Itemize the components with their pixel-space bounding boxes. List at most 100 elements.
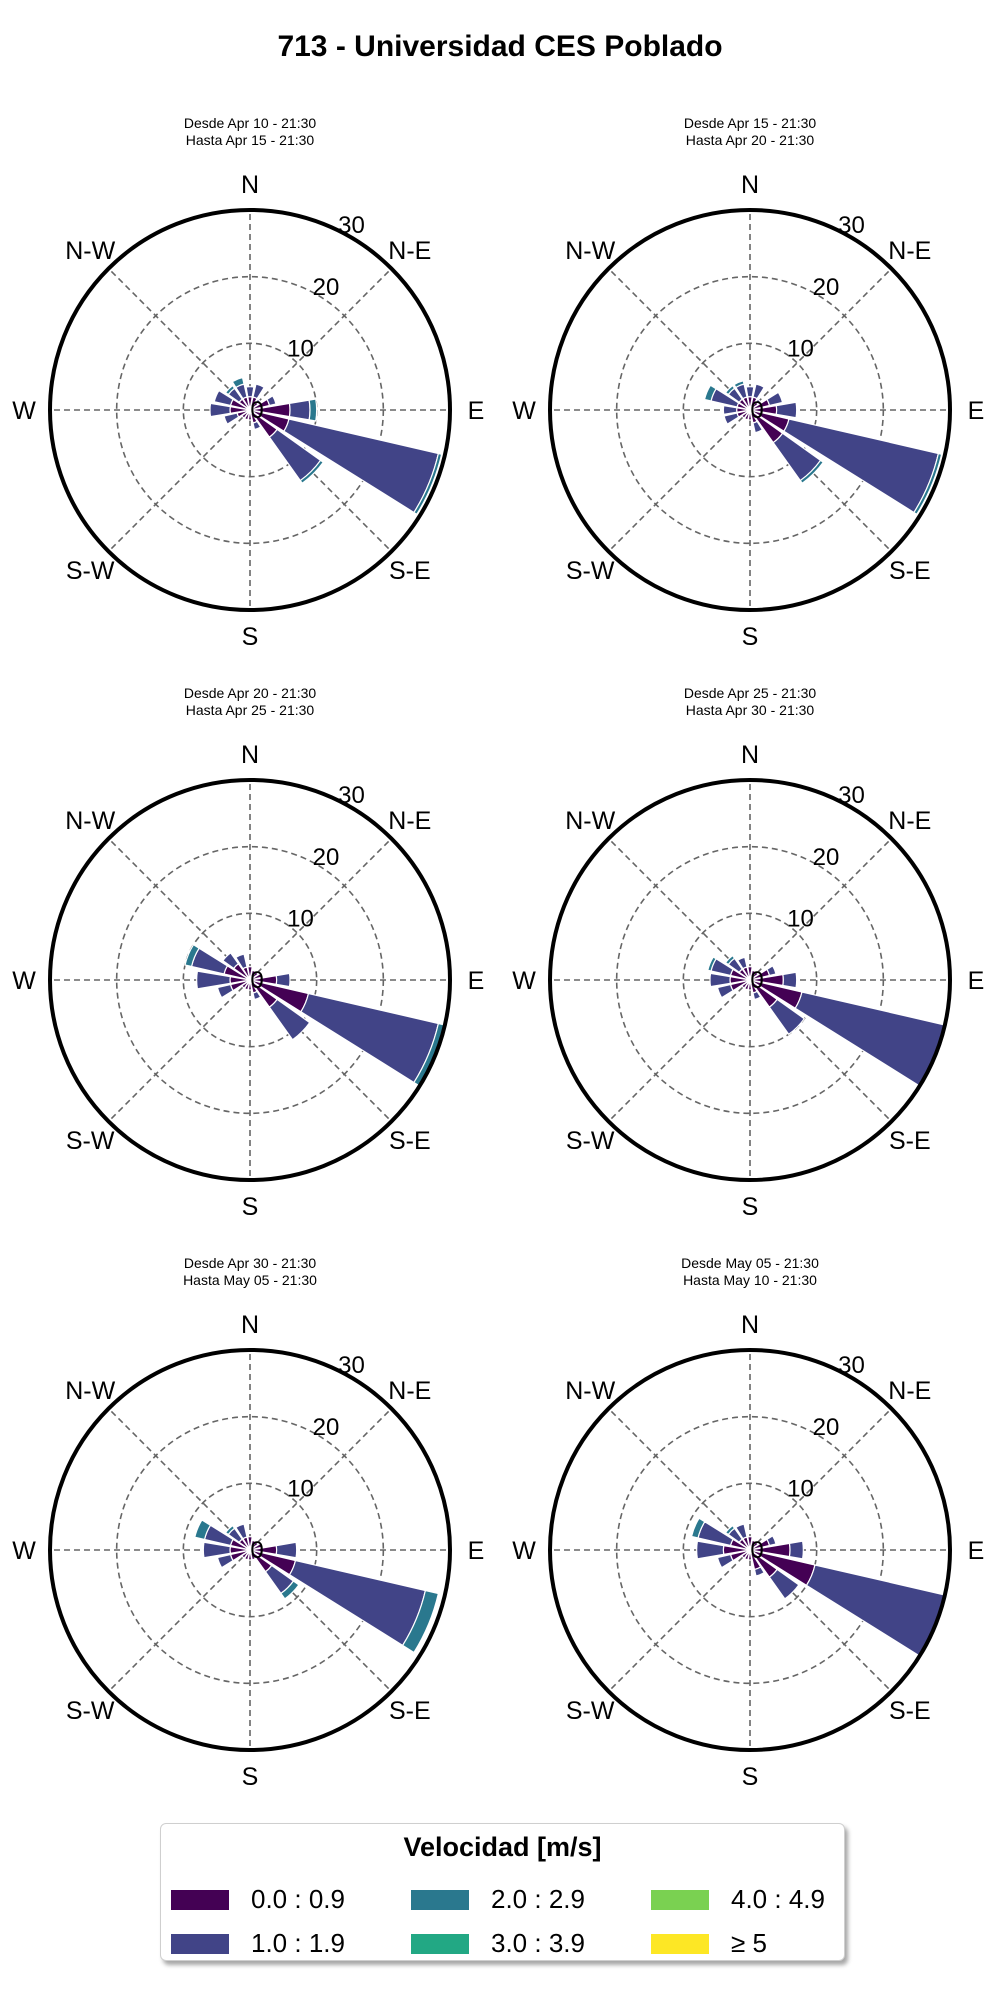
grid-spoke bbox=[249, 1408, 392, 1551]
rose-bar-segment bbox=[741, 409, 751, 419]
grid-spoke bbox=[608, 268, 751, 411]
rose-bar-segment bbox=[213, 389, 234, 407]
direction-label: S bbox=[242, 1193, 259, 1221]
rose-bar-segment bbox=[247, 979, 253, 991]
direction-label: E bbox=[468, 1537, 485, 1565]
rose-bar-segment bbox=[805, 1564, 946, 1657]
rose-bar-segment bbox=[741, 979, 751, 989]
direction-label: N-E bbox=[388, 237, 431, 265]
rose-bar-segment bbox=[753, 1566, 765, 1577]
radial-tick-label: 20 bbox=[813, 1414, 840, 1441]
direction-label: N-W bbox=[565, 237, 615, 265]
rose-bar-segment bbox=[768, 1568, 800, 1600]
rose-bar-segment bbox=[747, 966, 753, 981]
windrose-subtitle-line2: Hasta May 10 - 21:30 bbox=[683, 1272, 817, 1288]
legend-item-5: ≥ 5 bbox=[651, 1928, 767, 1959]
radial-tick-label: 30 bbox=[838, 1352, 865, 1379]
grid-ring bbox=[682, 912, 818, 1048]
direction-label: S-E bbox=[389, 1697, 431, 1725]
rose-bar-segment bbox=[252, 420, 262, 431]
rose-bar-segment bbox=[245, 386, 255, 398]
rose-bar-segment bbox=[275, 972, 291, 988]
rose-bar-segment bbox=[216, 983, 234, 999]
rose-outer-circle bbox=[48, 1348, 452, 1752]
radial-tick-label: 30 bbox=[338, 1352, 365, 1379]
grid-spoke bbox=[608, 409, 751, 552]
rose-bar-segment bbox=[752, 383, 765, 400]
grid-spoke bbox=[249, 268, 392, 411]
radial-tick-label: 10 bbox=[787, 905, 814, 932]
direction-label: N-W bbox=[565, 1377, 615, 1405]
rose-bar-segment bbox=[716, 983, 734, 999]
windrose-subtitle-line2: Hasta Apr 30 - 21:30 bbox=[686, 702, 815, 718]
legend-swatch-4 bbox=[651, 1889, 709, 1910]
grid-spoke bbox=[749, 268, 892, 411]
legend-item-3: 3.0 : 3.9 bbox=[411, 1928, 585, 1959]
windrose-subtitle-line1: Desde May 05 - 21:30 bbox=[681, 1255, 819, 1271]
direction-label: N-E bbox=[888, 1377, 931, 1405]
rose-bar-segment bbox=[249, 1549, 257, 1561]
direction-label: N-W bbox=[565, 807, 615, 835]
rose-bar-segment bbox=[288, 1559, 427, 1647]
grid-spoke bbox=[249, 838, 392, 981]
rose-bar-segment bbox=[252, 990, 262, 1001]
rose-bar-segment bbox=[788, 1540, 804, 1560]
direction-label: N bbox=[741, 171, 759, 199]
rose-bar-segment bbox=[209, 402, 231, 418]
rose-bar-segment bbox=[766, 391, 784, 407]
radial-tick-label: 0 bbox=[750, 397, 763, 424]
legend-label-3: 3.0 : 3.9 bbox=[491, 1928, 585, 1958]
direction-label: S-E bbox=[889, 1127, 931, 1155]
radial-tick-label: 10 bbox=[287, 1475, 314, 1502]
direction-label: N bbox=[241, 171, 259, 199]
radial-tick-label: 0 bbox=[750, 1537, 763, 1564]
rose-bar-segment bbox=[194, 1519, 212, 1541]
rose-bar-segment bbox=[247, 1536, 253, 1551]
rose-bar-segment bbox=[766, 1535, 777, 1547]
rose-bar-segment bbox=[249, 1541, 259, 1551]
windrose-subtitle-line2: Hasta Apr 20 - 21:30 bbox=[686, 132, 815, 148]
direction-label: S-W bbox=[66, 1127, 115, 1155]
direction-label: N bbox=[741, 741, 759, 769]
legend: Velocidad [m/s] 0.0 : 0.9 1.0 : 1.9 2.0 … bbox=[160, 1823, 845, 1961]
radial-tick-label: 20 bbox=[813, 274, 840, 301]
direction-label: S-W bbox=[66, 1697, 115, 1725]
rose-bar-segment bbox=[266, 395, 277, 407]
direction-label: W bbox=[512, 1537, 536, 1565]
rose-outer-circle bbox=[548, 1348, 952, 1752]
direction-label: E bbox=[968, 397, 985, 425]
radial-tick-label: 20 bbox=[313, 274, 340, 301]
radial-tick-label: 0 bbox=[250, 967, 263, 994]
direction-label: N-E bbox=[888, 237, 931, 265]
rose-bar-segment bbox=[709, 972, 731, 988]
rose-bar-segment bbox=[752, 990, 762, 1001]
radial-tick-label: 10 bbox=[287, 335, 314, 362]
rose-bar-segment bbox=[775, 401, 798, 419]
rose-bar-segment bbox=[275, 1541, 298, 1559]
rose-bar-segment bbox=[768, 998, 806, 1036]
rose-bar-segment bbox=[216, 1553, 234, 1569]
legend-label-1: 1.0 : 1.9 bbox=[251, 1928, 345, 1958]
legend-swatch-0 bbox=[171, 1889, 229, 1910]
direction-label: E bbox=[468, 967, 485, 995]
rose-bar-segment bbox=[184, 943, 200, 968]
rose-bar-segment bbox=[716, 1553, 734, 1569]
grid-ring bbox=[682, 342, 818, 478]
direction-label: N-W bbox=[65, 1377, 115, 1405]
grid-ring bbox=[182, 912, 318, 1048]
direction-label: W bbox=[512, 397, 536, 425]
legend-item-0: 0.0 : 0.9 bbox=[171, 1884, 345, 1915]
rose-bar-segment bbox=[782, 971, 798, 989]
rose-outer-circle bbox=[548, 778, 952, 1182]
rose-bar-segment bbox=[724, 1524, 736, 1536]
rose-bar-segment bbox=[196, 970, 231, 990]
rose-bar-segment bbox=[241, 409, 251, 419]
rose-bar-segment bbox=[249, 971, 259, 981]
rose-bar-segment bbox=[724, 384, 736, 396]
radial-tick-label: 10 bbox=[787, 1475, 814, 1502]
grid-spoke bbox=[108, 268, 251, 411]
rose-bar-segment bbox=[413, 452, 443, 516]
